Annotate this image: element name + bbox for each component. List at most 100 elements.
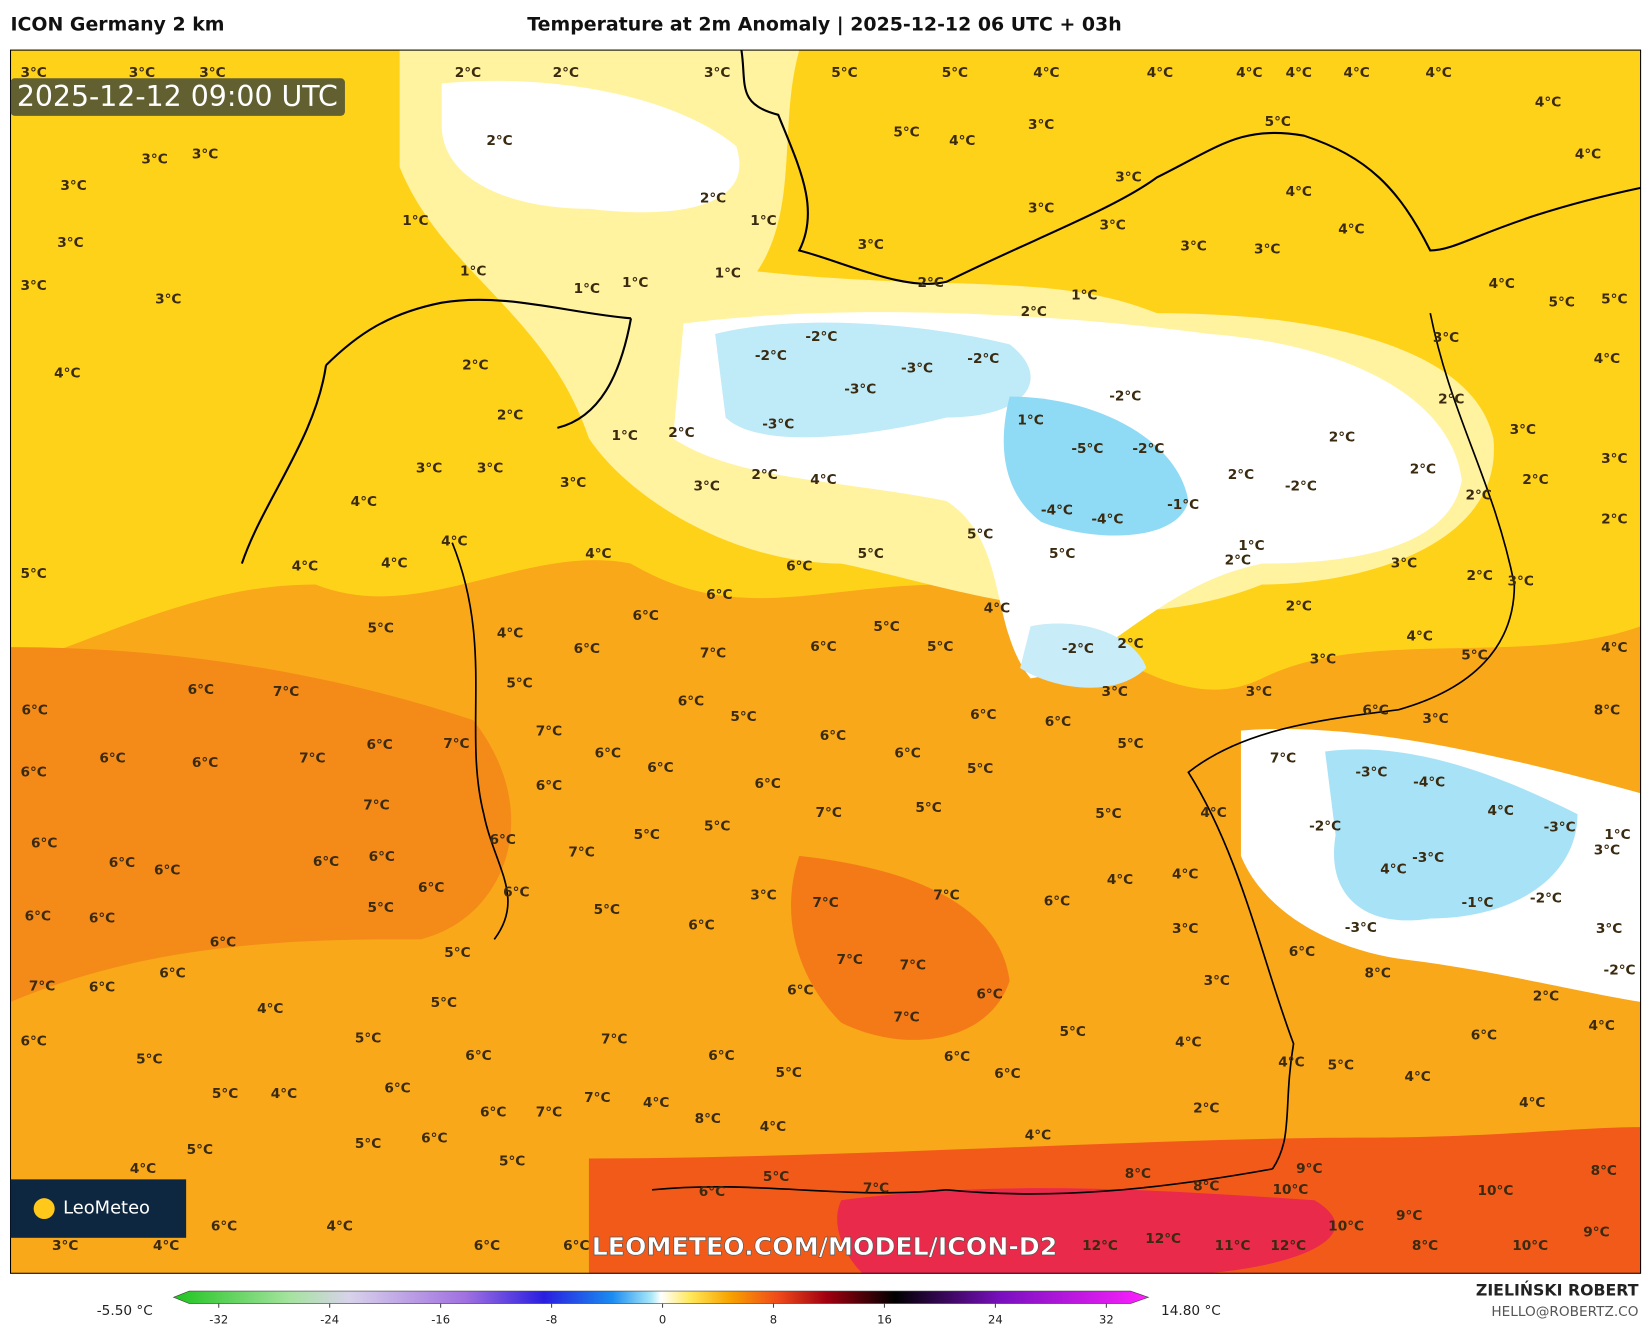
temperature-label: 7°C bbox=[536, 1105, 562, 1121]
temperature-label: 1°C bbox=[1604, 827, 1630, 843]
temperature-label: 6°C bbox=[633, 608, 659, 624]
field-white bbox=[441, 80, 740, 213]
temperature-label: 7°C bbox=[299, 751, 325, 767]
temperature-label: 6°C bbox=[210, 934, 236, 950]
temperature-label: 4°C bbox=[54, 366, 80, 382]
temperature-label: 7°C bbox=[863, 1181, 889, 1197]
temperature-label: 7°C bbox=[816, 805, 842, 821]
temperature-label: 9°C bbox=[1583, 1225, 1609, 1241]
temperature-label: 6°C bbox=[563, 1238, 589, 1254]
temperature-label: 6°C bbox=[418, 880, 444, 896]
temperature-label: 6°C bbox=[595, 746, 621, 762]
colorbar-tick-label: 24 bbox=[988, 1313, 1003, 1327]
temperature-label: 4°C bbox=[1425, 65, 1451, 81]
colorbar-tick-label: 32 bbox=[1099, 1313, 1114, 1327]
temperature-label: 4°C bbox=[257, 1001, 283, 1017]
logo-sun bbox=[33, 1198, 55, 1220]
temperature-label: 2°C bbox=[1410, 462, 1436, 478]
temperature-label: 5°C bbox=[967, 526, 993, 542]
temperature-label: 5°C bbox=[873, 619, 899, 635]
temperature-label: 3°C bbox=[1391, 556, 1417, 572]
temperature-label: 3°C bbox=[1028, 117, 1054, 133]
temperature-label: 1°C bbox=[1071, 287, 1097, 303]
temperature-label: 4°C bbox=[1519, 1095, 1545, 1111]
temperature-label: 6°C bbox=[755, 776, 781, 792]
temperature-label: 6°C bbox=[976, 987, 1002, 1003]
temperature-label: 6°C bbox=[706, 587, 732, 603]
temperature-label: -3°C bbox=[901, 360, 933, 376]
temperature-label: 6°C bbox=[787, 982, 813, 998]
temperature-label: 5°C bbox=[1328, 1058, 1354, 1074]
temperature-label: 5°C bbox=[355, 1030, 381, 1046]
temperature-label: 8°C bbox=[1125, 1166, 1151, 1182]
temperature-label: 5°C bbox=[1060, 1024, 1086, 1040]
temperature-label: 3°C bbox=[1180, 238, 1206, 254]
temperature-label: 4°C bbox=[643, 1095, 669, 1111]
model-title: ICON Germany 2 km bbox=[11, 15, 225, 36]
temperature-label: 3°C bbox=[1510, 422, 1536, 438]
temperature-label: 2°C bbox=[1329, 429, 1355, 445]
temperature-label: 3°C bbox=[416, 461, 442, 477]
temperature-label: 6°C bbox=[1045, 714, 1071, 730]
temperature-label: 6°C bbox=[699, 1184, 725, 1200]
temperature-label: 1°C bbox=[622, 275, 648, 291]
temperature-label: 2°C bbox=[1225, 552, 1251, 568]
temperature-label: 4°C bbox=[441, 534, 467, 550]
temperature-label: 4°C bbox=[1575, 146, 1601, 162]
temperature-label: 5°C bbox=[634, 827, 660, 843]
temperature-label: 12°C bbox=[1270, 1238, 1306, 1254]
temperature-label: 7°C bbox=[584, 1090, 610, 1106]
temperature-label: -2°C bbox=[1062, 641, 1094, 657]
temperature-label: 6°C bbox=[109, 855, 135, 871]
temperature-label: 6°C bbox=[31, 835, 57, 851]
temperature-label: 6°C bbox=[22, 703, 48, 719]
temperature-label: -2°C bbox=[755, 348, 787, 364]
field-cold bbox=[1003, 396, 1189, 536]
temperature-label: 5°C bbox=[444, 945, 470, 961]
colorbar bbox=[172, 1290, 1150, 1304]
temperature-label: 5°C bbox=[858, 546, 884, 562]
temperature-label: 6°C bbox=[490, 832, 516, 848]
temperature-label: 6°C bbox=[25, 908, 51, 924]
temperature-label: 4°C bbox=[130, 1161, 156, 1177]
temperature-label: 6°C bbox=[99, 751, 125, 767]
temperature-label: 5°C bbox=[915, 800, 941, 816]
temperature-label: 2°C bbox=[1601, 512, 1627, 528]
temperature-label: 7°C bbox=[900, 957, 926, 973]
temperature-label: 3°C bbox=[1204, 973, 1230, 989]
map-title: Temperature at 2m Anomaly | 2025-12-12 0… bbox=[527, 15, 1121, 36]
temperature-label: -2°C bbox=[805, 329, 837, 345]
temperature-label: 4°C bbox=[1286, 65, 1312, 81]
temperature-label: -4°C bbox=[1413, 775, 1445, 791]
temperature-label: 6°C bbox=[503, 884, 529, 900]
temperature-label: 4°C bbox=[984, 600, 1010, 616]
temperature-label: 4°C bbox=[153, 1238, 179, 1254]
temperature-label: -2°C bbox=[1285, 478, 1317, 494]
temperature-label: 3°C bbox=[1099, 217, 1125, 233]
temperature-label: 4°C bbox=[1594, 351, 1620, 367]
temperature-label: 4°C bbox=[1488, 803, 1514, 819]
temperature-label: 10°C bbox=[1512, 1238, 1548, 1254]
temperature-label: -3°C bbox=[762, 417, 794, 433]
temperature-label: 3°C bbox=[1310, 652, 1336, 668]
temperature-label: 2°C bbox=[1438, 392, 1464, 408]
temperature-label: 2°C bbox=[1117, 636, 1143, 652]
temperature-label: 5°C bbox=[1549, 295, 1575, 311]
temperature-label: 6°C bbox=[20, 1034, 46, 1050]
temperature-label: 6°C bbox=[480, 1105, 506, 1121]
temperature-label: 3°C bbox=[694, 478, 720, 494]
temperature-label: 4°C bbox=[381, 556, 407, 572]
temperature-label: 1°C bbox=[715, 265, 741, 281]
temperature-label: 3°C bbox=[858, 237, 884, 253]
temperature-label: 9°C bbox=[1396, 1208, 1422, 1224]
temperature-label: 6°C bbox=[159, 966, 185, 982]
temperature-label: 7°C bbox=[812, 895, 838, 911]
temperature-label: 6°C bbox=[89, 979, 115, 995]
temperature-label: 5°C bbox=[212, 1086, 238, 1102]
temperature-label: 10°C bbox=[1328, 1218, 1364, 1234]
temperature-label: 6°C bbox=[810, 639, 836, 655]
temperature-label: 3°C bbox=[20, 278, 46, 294]
temperature-label: 5°C bbox=[368, 900, 394, 916]
temperature-label: 3°C bbox=[560, 475, 586, 491]
temperature-label: 4°C bbox=[1278, 1054, 1304, 1070]
